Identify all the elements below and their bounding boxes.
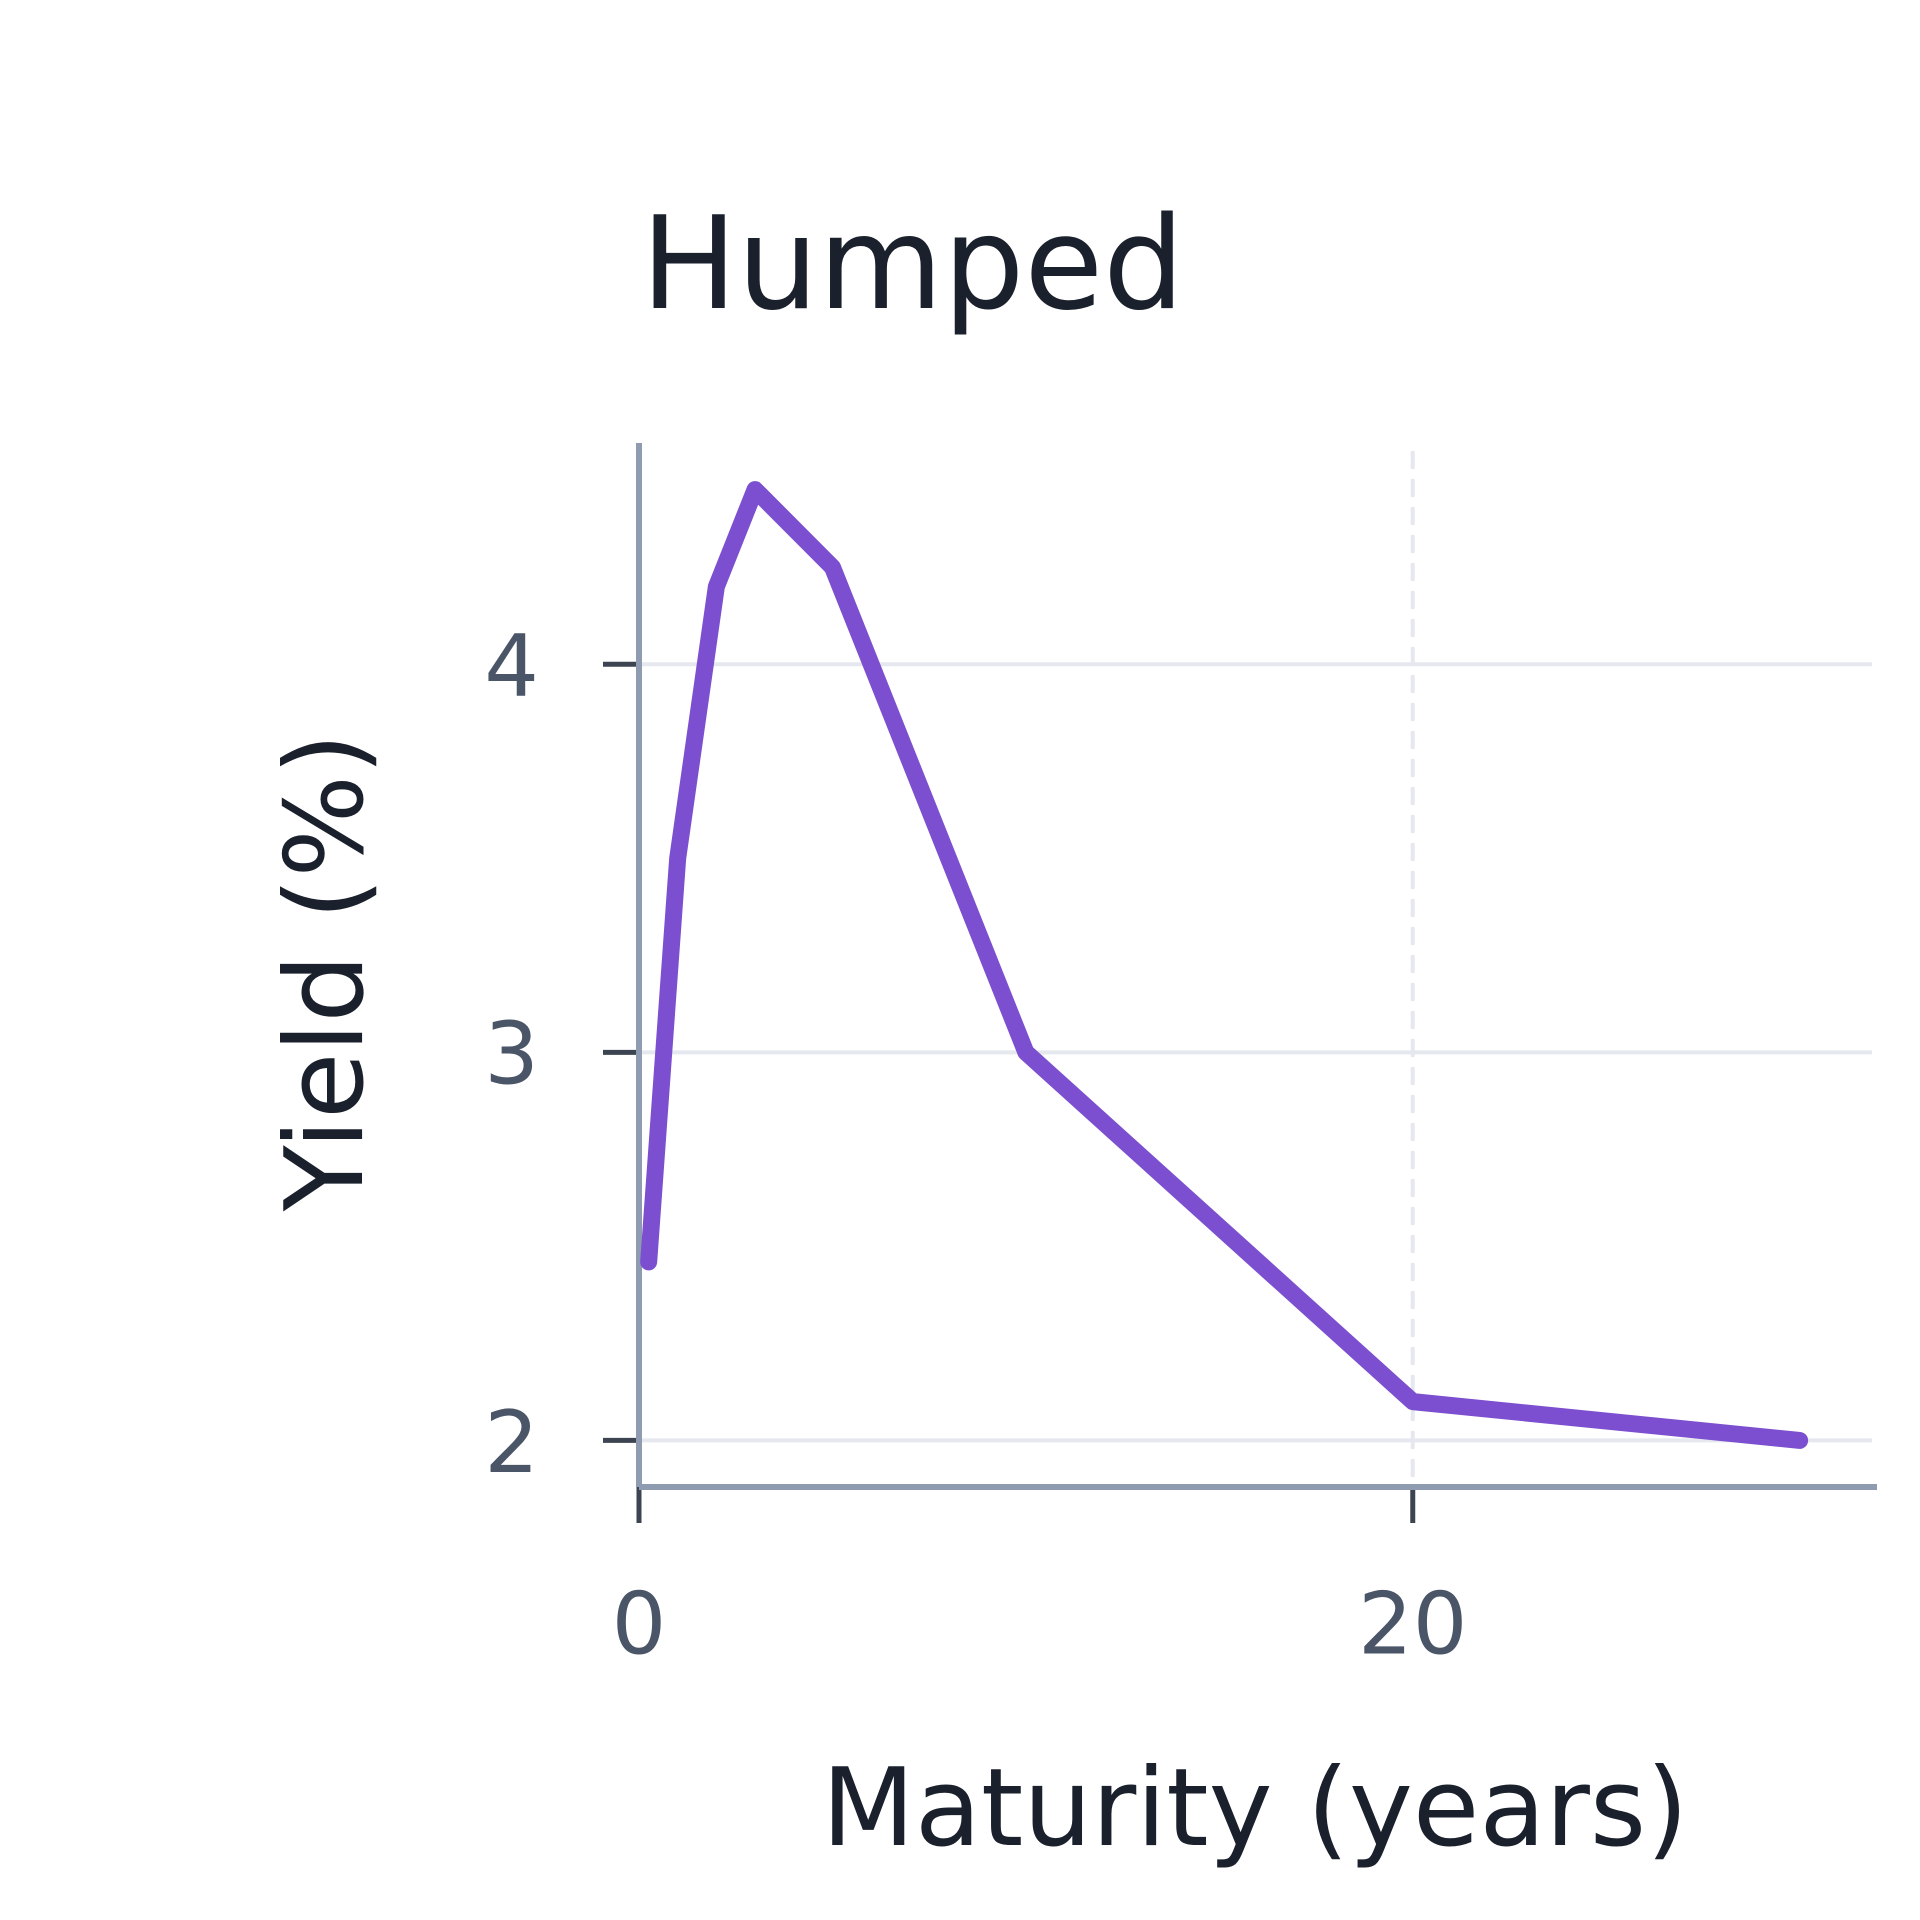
x-tick-label: 20 bbox=[1358, 1574, 1467, 1674]
y-tick-label: 4 bbox=[484, 617, 539, 717]
data-line bbox=[640, 481, 1809, 1449]
chart-title: Humped bbox=[641, 190, 1184, 339]
y-axis-label: Yield (%) bbox=[263, 733, 388, 1212]
x-axis-label: Maturity (years) bbox=[822, 1746, 1689, 1871]
x-tick-label: 0 bbox=[612, 1574, 667, 1674]
y-tick-label: 2 bbox=[484, 1393, 539, 1493]
y-tick-label: 3 bbox=[484, 1005, 539, 1105]
